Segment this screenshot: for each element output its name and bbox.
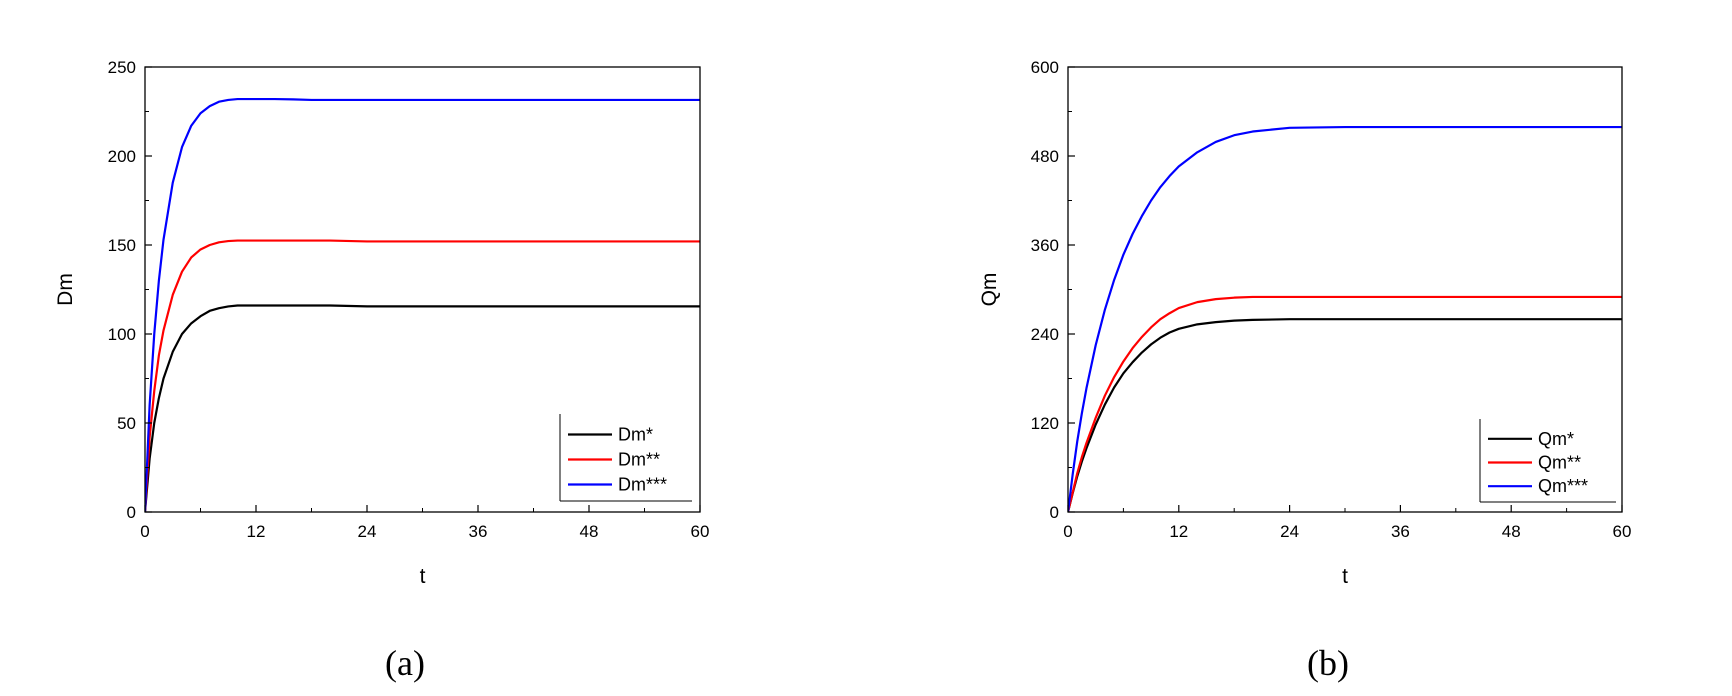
x-axis-label: t bbox=[420, 565, 426, 588]
legend-label-3: Dm*** bbox=[618, 475, 667, 495]
series-line-3 bbox=[145, 97, 700, 512]
legend-box bbox=[560, 414, 692, 501]
y-tick-label: 0 bbox=[127, 503, 136, 522]
y-tick-label: 360 bbox=[1031, 236, 1059, 255]
y-tick-label: 150 bbox=[108, 236, 136, 255]
y-tick-label: 200 bbox=[108, 147, 136, 166]
y-tick-label: 120 bbox=[1031, 414, 1059, 433]
x-tick-label: 60 bbox=[1613, 522, 1632, 541]
x-tick-label: 36 bbox=[469, 522, 488, 541]
x-tick-label: 12 bbox=[1169, 522, 1188, 541]
legend-box bbox=[1480, 419, 1616, 502]
x-tick-label: 60 bbox=[691, 522, 710, 541]
series-line-2 bbox=[1068, 295, 1622, 512]
series-line-2 bbox=[145, 239, 700, 512]
x-tick-label: 24 bbox=[1280, 522, 1299, 541]
legend-label-2: Dm** bbox=[618, 450, 660, 470]
y-tick-label: 600 bbox=[1031, 58, 1059, 77]
chart-a: 0 12 24 36 48 60 0 50 100 150 200 250 t Dm Dm* Dm** Dm**… bbox=[54, 58, 709, 683]
y-tick-label: 250 bbox=[108, 58, 136, 77]
legend: Qm* Qm** Qm*** bbox=[1479, 419, 1616, 503]
x-tick-label: 48 bbox=[580, 522, 599, 541]
series-line-3 bbox=[1068, 125, 1622, 512]
legend-label-2: Qm** bbox=[1538, 453, 1581, 473]
y-axis-label: Dm bbox=[54, 273, 77, 306]
y-axis-label: Qm bbox=[978, 273, 1001, 307]
y-tick-label: 0 bbox=[1050, 503, 1059, 522]
panel-caption: (b) bbox=[1307, 643, 1349, 683]
legend-label-3: Qm*** bbox=[1538, 476, 1588, 496]
y-tick-label: 240 bbox=[1031, 325, 1059, 344]
y-tick-label: 100 bbox=[108, 325, 136, 344]
y-tick-label: 50 bbox=[117, 414, 136, 433]
x-tick-label: 0 bbox=[140, 522, 149, 541]
chart-b: 0 12 24 36 48 600120240360480600tQmQm*Qm**Qm*… bbox=[978, 58, 1631, 683]
series-line-1 bbox=[145, 304, 700, 512]
x-tick-label: 24 bbox=[358, 522, 377, 541]
y-tick-label: 480 bbox=[1031, 147, 1059, 166]
x-tick-label: 12 bbox=[247, 522, 266, 541]
series-line-1 bbox=[1068, 318, 1622, 512]
legend-label-1: Dm* bbox=[618, 425, 653, 445]
x-axis-label: t bbox=[1342, 565, 1348, 588]
legend: Dm* Dm** Dm*** bbox=[559, 414, 692, 502]
x-tick-label: 48 bbox=[1502, 522, 1521, 541]
panel-caption: (a) bbox=[385, 643, 425, 683]
x-tick-label: 0 bbox=[1063, 522, 1072, 541]
x-tick-label: 36 bbox=[1391, 522, 1410, 541]
legend-label-1: Qm* bbox=[1538, 429, 1574, 449]
